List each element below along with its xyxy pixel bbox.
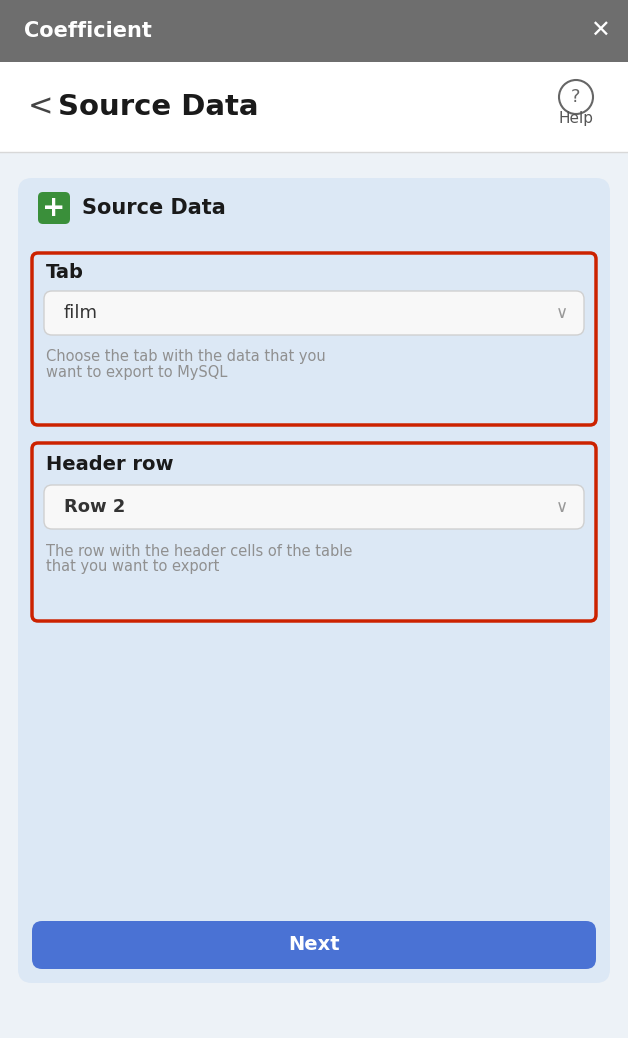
Text: want to export to MySQL: want to export to MySQL [46,365,227,381]
FancyBboxPatch shape [44,485,584,529]
Text: Help: Help [558,111,593,127]
Text: Tab: Tab [46,264,84,282]
Text: ∨: ∨ [556,498,568,516]
Text: Row 2: Row 2 [64,498,126,516]
Text: Source Data: Source Data [58,93,259,121]
Text: +: + [42,194,66,222]
Text: Header row: Header row [46,456,173,474]
FancyBboxPatch shape [0,62,628,152]
FancyBboxPatch shape [0,152,628,1038]
Text: The row with the header cells of the table: The row with the header cells of the tab… [46,544,352,558]
Text: Choose the tab with the data that you: Choose the tab with the data that you [46,350,326,364]
Text: Source Data: Source Data [82,198,225,218]
Text: that you want to export: that you want to export [46,559,219,574]
FancyBboxPatch shape [32,253,596,425]
FancyBboxPatch shape [32,921,596,969]
Text: ?: ? [571,88,581,106]
FancyBboxPatch shape [18,177,610,983]
Text: ∨: ∨ [556,304,568,322]
Text: <: < [28,92,53,121]
Text: Coefficient: Coefficient [24,21,152,40]
Text: film: film [64,304,98,322]
Text: Next: Next [288,935,340,955]
Text: ✕: ✕ [590,19,610,43]
FancyBboxPatch shape [0,0,628,62]
FancyBboxPatch shape [44,291,584,335]
FancyBboxPatch shape [38,192,70,224]
FancyBboxPatch shape [32,443,596,621]
